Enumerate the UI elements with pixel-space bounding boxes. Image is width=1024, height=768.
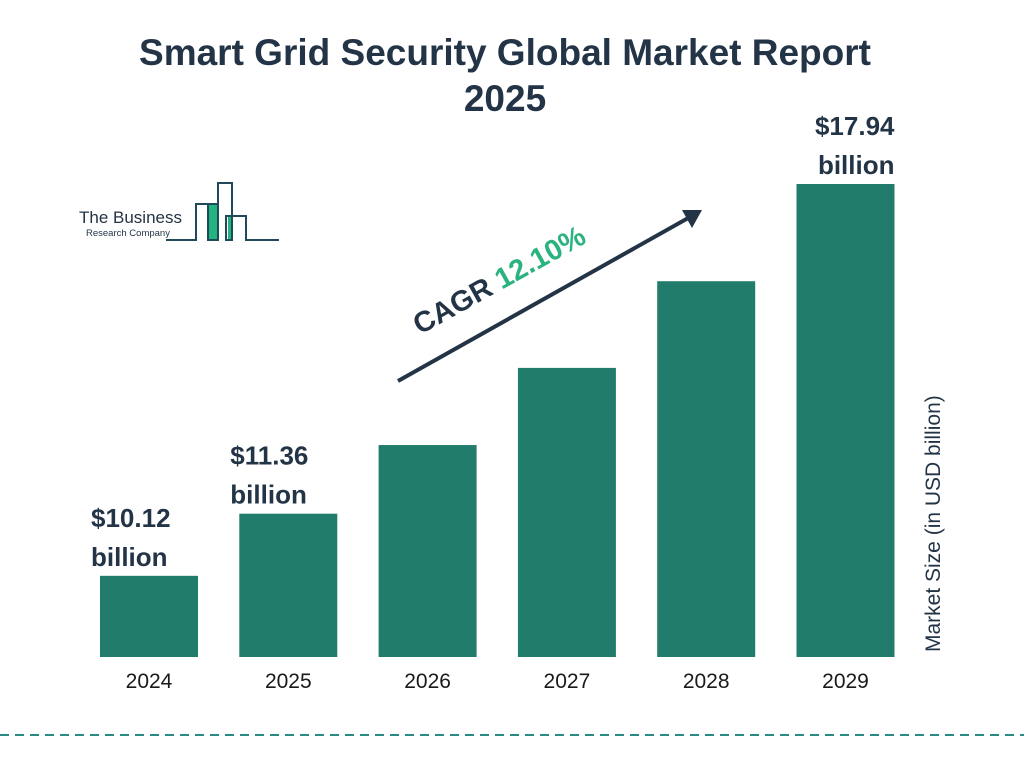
logo: The Business Research Company	[79, 182, 279, 241]
data-label-unit: billion	[91, 542, 168, 572]
bar-2025	[239, 513, 338, 657]
bar-2029	[796, 184, 895, 657]
x-tick-label: 2029	[822, 670, 869, 693]
x-tick-label: 2027	[544, 670, 591, 693]
cagr-arrowhead	[682, 210, 702, 228]
bar-2027	[517, 367, 616, 657]
x-tick-label: 2026	[404, 670, 451, 693]
y-axis-label: Market Size (in USD billion)	[922, 395, 945, 652]
cagr-arrow	[397, 215, 691, 383]
bar-2024	[100, 575, 198, 657]
data-label-unit: billion	[818, 150, 895, 180]
bar-2028	[657, 281, 756, 657]
bar-2026	[378, 445, 477, 657]
chart-title: Smart Grid Security Global Market Report…	[139, 32, 871, 119]
logo-text-line2: Research Company	[86, 228, 170, 239]
x-tick-label: 2025	[265, 670, 312, 693]
data-label-value: $17.94	[815, 111, 895, 141]
data-label-unit: billion	[230, 480, 307, 510]
x-tick-label: 2028	[683, 670, 730, 693]
logo-text-line1: The Business	[79, 208, 182, 227]
x-tick-label: 2024	[126, 670, 173, 693]
data-label-value: $10.12	[91, 503, 171, 533]
data-label-value: $11.36	[230, 441, 308, 471]
cagr-value: 12.10%	[490, 220, 592, 296]
